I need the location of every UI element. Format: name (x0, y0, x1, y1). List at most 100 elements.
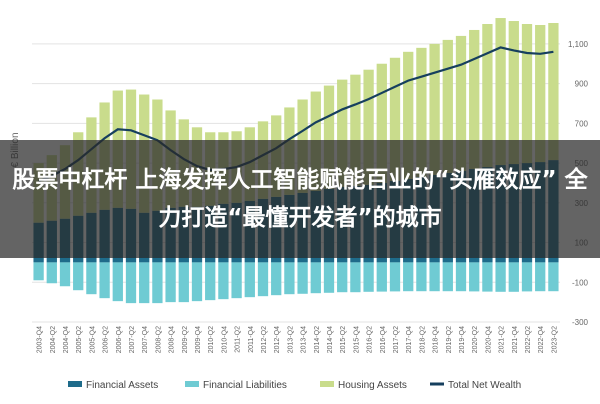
x-tick-label: 2016-Q2 (367, 326, 374, 353)
financial-liabilities-bar (469, 262, 480, 292)
x-tick-label: 2008-Q2 (155, 326, 162, 353)
financial-liabilities-bar (191, 262, 203, 302)
financial-liabilities-bar (125, 262, 137, 304)
x-tick-label: 2018-Q4 (433, 326, 440, 353)
financial-liabilities-bar (429, 262, 440, 292)
x-tick-label: 2013-Q2 (287, 326, 294, 353)
housing-assets-bar (455, 35, 467, 172)
housing-assets-bar (363, 69, 374, 185)
financial-liabilities-bar (73, 262, 84, 291)
x-tick-label: 2016-Q4 (380, 326, 387, 353)
legend-swatch (185, 381, 199, 387)
housing-assets-bar (376, 63, 387, 183)
x-tick-label: 2022-Q2 (525, 326, 532, 353)
housing-assets-bar (350, 74, 361, 186)
financial-liabilities-bar (323, 262, 335, 293)
financial-liabilities-bar (535, 262, 546, 292)
housing-assets-bar (508, 21, 519, 165)
financial-liabilities-bar (33, 262, 44, 281)
financial-liabilities-bar (297, 262, 308, 294)
headline-banner: 股票中杠杆 上海发挥人工智能赋能百业的“头雁效应” 全力打造“最懂开发者”的城市 (0, 140, 600, 258)
x-tick-label: 2008-Q4 (169, 326, 176, 353)
x-tick-label: 2004-Q4 (63, 326, 70, 353)
financial-liabilities-bar (508, 262, 519, 292)
financial-liabilities-bar (244, 262, 255, 298)
financial-liabilities-bar (416, 262, 427, 292)
housing-assets-bar (337, 79, 348, 187)
y-tick-label: -300 (572, 318, 589, 327)
x-tick-label: 2020-Q2 (472, 326, 479, 353)
x-tick-label: 2010-Q2 (208, 326, 215, 353)
financial-liabilities-bar (548, 262, 559, 292)
x-tick-label: 2006-Q4 (116, 326, 123, 353)
financial-liabilities-bar (59, 262, 71, 287)
x-tick-label: 2012-Q2 (261, 326, 268, 353)
headline: 股票中杠杆 上海发挥人工智能赋能百业的“头雁效应” 全力打造“最懂开发者”的城市 (12, 167, 588, 231)
x-tick-label: 2005-Q4 (89, 326, 96, 353)
x-tick-label: 2007-Q2 (129, 326, 136, 353)
y-tick-label: 1,100 (568, 40, 589, 49)
x-tick-label: 2009-Q4 (195, 326, 202, 353)
x-tick-label: 2013-Q4 (301, 326, 308, 353)
financial-liabilities-bar (495, 262, 506, 292)
x-tick-label: 2019-Q2 (446, 326, 453, 353)
x-tick-label: 2007-Q4 (142, 326, 149, 353)
financial-liabilities-bar (99, 262, 110, 299)
x-tick-label: 2010-Q4 (221, 326, 228, 353)
financial-liabilities-bar (218, 262, 229, 300)
housing-assets-bar (482, 24, 493, 168)
housing-assets-bar (442, 39, 453, 173)
x-tick-label: 2021-Q2 (499, 326, 506, 353)
legend-label: Financial Liabilities (203, 380, 287, 391)
y-tick-label: 700 (575, 119, 589, 128)
x-tick-label: 2015-Q2 (340, 326, 347, 353)
x-tick-label: 2023-Q2 (551, 326, 558, 353)
x-tick-label: 2006-Q2 (103, 326, 110, 353)
housing-assets-bar (416, 47, 427, 177)
financial-liabilities-bar (403, 262, 414, 292)
x-tick-label: 2022-Q4 (538, 326, 545, 353)
financial-liabilities-bar (86, 262, 97, 295)
housing-assets-bar (535, 24, 546, 163)
financial-liabilities-bar (455, 262, 467, 292)
financial-liabilities-bar (350, 262, 361, 293)
y-tick-label: -100 (572, 278, 589, 287)
x-tick-label: 2014-Q2 (314, 326, 321, 353)
financial-liabilities-bar (46, 262, 57, 284)
x-tick-label: 2015-Q4 (353, 326, 360, 353)
housing-assets-bar (495, 18, 506, 166)
x-tick-label: 2019-Q4 (459, 326, 466, 353)
financial-liabilities-bar (442, 262, 453, 292)
x-tick-label: 2018-Q2 (419, 326, 426, 353)
net-wealth-line (38, 46, 554, 182)
housing-assets-bar (323, 85, 335, 189)
y-tick-label: 900 (575, 80, 589, 89)
financial-liabilities-bar (178, 262, 189, 303)
financial-liabilities-bar (337, 262, 348, 293)
x-tick-label: 2017-Q4 (406, 326, 413, 353)
financial-liabilities-bar (521, 262, 533, 292)
x-tick-label: 2012-Q4 (274, 326, 281, 353)
housing-assets-bar (429, 43, 440, 175)
financial-liabilities-bar (257, 262, 269, 297)
x-tick-label: 2017-Q2 (393, 326, 400, 353)
financial-liabilities-bar (284, 262, 295, 295)
x-tick-label: 2014-Q4 (327, 326, 334, 353)
x-tick-label: 2009-Q2 (182, 326, 189, 353)
x-tick-label: 2011-Q2 (235, 326, 242, 353)
x-tick-label: 2004-Q2 (50, 326, 57, 353)
x-tick-label: 2011-Q4 (248, 326, 255, 353)
financial-liabilities-bar (271, 262, 282, 296)
legend-label: Housing Assets (338, 380, 407, 391)
financial-liabilities-bar (310, 262, 321, 294)
financial-liabilities-bar (205, 262, 216, 301)
financial-liabilities-bar (112, 262, 123, 302)
legend-label: Financial Assets (86, 380, 158, 391)
financial-liabilities-bar (389, 262, 401, 292)
x-tick-label: 2021-Q4 (512, 326, 519, 353)
financial-liabilities-bar (231, 262, 242, 299)
financial-liabilities-bar (152, 262, 163, 304)
housing-assets-bar (469, 29, 480, 170)
financial-liabilities-bar (165, 262, 176, 303)
